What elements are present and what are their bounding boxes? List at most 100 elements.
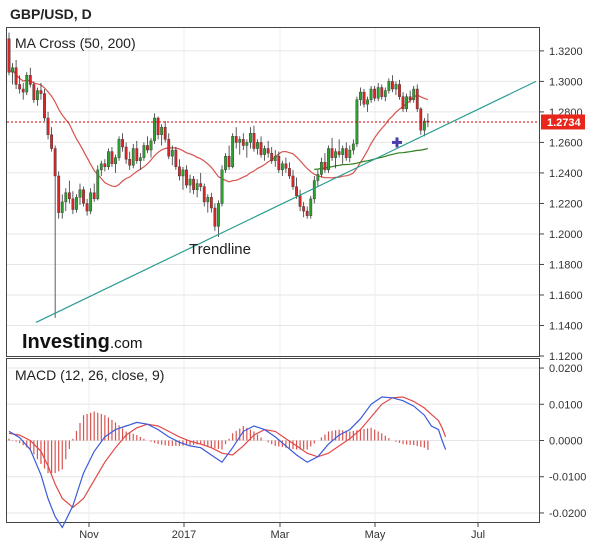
candle-down <box>259 142 263 155</box>
price-tick-label: 1.1400 <box>549 320 583 332</box>
brand-name: Investing <box>22 331 110 353</box>
candle-down <box>408 96 412 100</box>
candle-up <box>231 136 235 168</box>
candle-down <box>252 133 256 149</box>
candle-down <box>177 166 181 177</box>
candle-down <box>92 192 96 200</box>
candle-down <box>53 148 57 177</box>
candle-up <box>334 151 337 158</box>
candle-up <box>195 183 199 190</box>
price-tick-label: 1.2600 <box>549 137 583 149</box>
overlay <box>7 80 539 323</box>
candle-up <box>224 155 227 171</box>
candle-down <box>227 155 231 168</box>
current-price-label: 1.2734 <box>547 117 582 129</box>
price-tick-label: 1.2400 <box>549 168 583 180</box>
trendline <box>35 80 537 323</box>
candle-up <box>316 174 320 181</box>
candle-down <box>82 189 85 204</box>
candle-down <box>305 210 309 216</box>
candle-down <box>50 134 54 149</box>
candle-down <box>337 151 341 155</box>
candle-up <box>78 189 82 198</box>
candle-down <box>32 84 36 100</box>
candle-up <box>273 155 277 161</box>
candle-down <box>146 145 149 151</box>
candle-down <box>266 148 270 154</box>
price-tick-label: 1.1600 <box>549 290 583 302</box>
macd-tick-label: -0.0200 <box>549 508 586 520</box>
candle-up <box>245 142 249 146</box>
candle-down <box>380 87 384 97</box>
candle-up <box>106 151 110 168</box>
candle-down <box>103 163 107 168</box>
current-price-badge <box>541 114 585 130</box>
candle-down <box>398 84 401 97</box>
candle-up <box>263 148 266 155</box>
candle-up <box>256 142 259 149</box>
trendline-annotation: Trendline <box>189 241 251 258</box>
ma-cross-label: MA Cross (50, 200) <box>15 35 136 51</box>
candle-down <box>163 126 167 140</box>
candle-down <box>7 38 11 73</box>
candle-up <box>217 203 220 227</box>
ma50-line <box>8 69 429 188</box>
candle-down <box>270 152 274 161</box>
candle-down <box>18 84 22 90</box>
candlesticks <box>7 32 430 318</box>
candle-up <box>149 140 153 151</box>
candle-up <box>369 88 373 100</box>
candle-up <box>412 88 416 100</box>
candle-down <box>14 67 18 85</box>
candle-up <box>220 169 224 204</box>
candle-down <box>21 88 25 93</box>
candle-down <box>39 90 43 94</box>
candle-up <box>153 117 156 142</box>
candle-up <box>142 145 146 158</box>
candle-down <box>373 88 377 99</box>
candle-down <box>185 169 188 186</box>
price-tick-label: 1.2200 <box>549 198 583 210</box>
x-tick-label: Jul <box>471 529 485 541</box>
price-grid <box>7 28 539 356</box>
candle-down <box>323 162 327 171</box>
candle-up <box>327 148 330 171</box>
brand-suffix: .com <box>110 335 143 352</box>
candle-down <box>362 91 366 105</box>
candle-down <box>199 183 203 187</box>
macd-grid <box>7 359 539 522</box>
candle-down <box>284 163 288 169</box>
candle-down <box>174 149 178 168</box>
candle-down <box>57 175 61 213</box>
candle-up <box>280 163 284 171</box>
price-tick-label: 1.1200 <box>549 351 583 363</box>
candle-up <box>60 201 64 213</box>
candle-up <box>206 197 210 203</box>
macd-y-axis: 0.0200 0.0100 0.0000 -0.0100 -0.0200 <box>539 363 586 520</box>
candle-down <box>288 168 291 177</box>
candle-down <box>85 203 89 212</box>
candle-down <box>344 148 348 158</box>
candle-down <box>298 195 302 207</box>
candle-up <box>36 90 39 100</box>
candle-up <box>320 162 323 175</box>
candle-up <box>117 139 121 158</box>
candle-down <box>128 158 132 166</box>
investing-logo: Investing .com <box>22 331 143 353</box>
candle-down <box>192 178 195 190</box>
candle-up <box>181 169 185 177</box>
candle-up <box>366 99 369 105</box>
candle-up <box>394 84 398 90</box>
candle-up <box>348 149 352 158</box>
candle-down <box>67 192 71 200</box>
price-tick-label: 1.3200 <box>549 46 583 58</box>
macd-tick-label: 0.0200 <box>549 363 583 375</box>
chart-title: GBP/USD, D <box>10 6 92 22</box>
x-axis: Nov 2017 Mar May Jul <box>79 522 485 541</box>
candle-up <box>64 192 68 203</box>
x-tick-label: May <box>365 529 386 541</box>
candle-down <box>419 108 423 131</box>
candle-up <box>11 67 14 73</box>
candle-up <box>341 148 345 155</box>
current-price-tag: 1.2734 <box>541 114 585 130</box>
